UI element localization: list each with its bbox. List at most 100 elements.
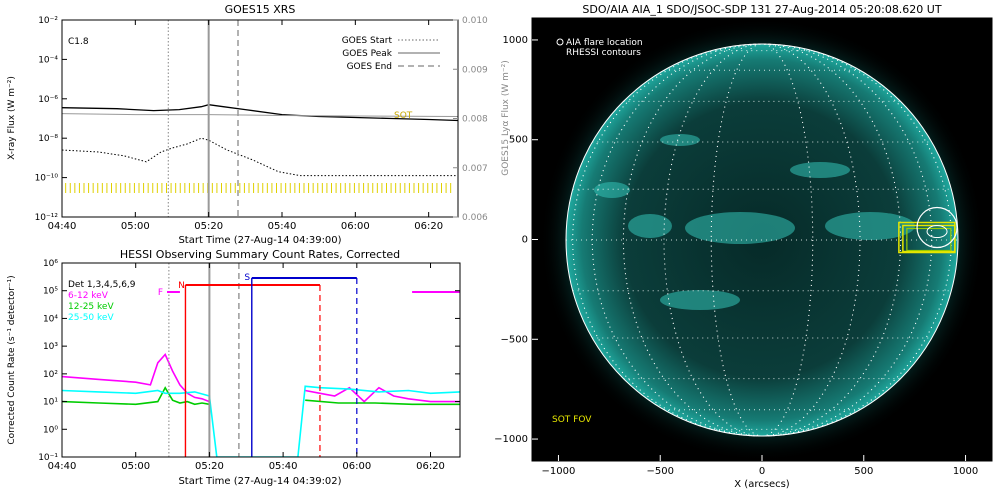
goes-y2-tick-label: 0.008 bbox=[462, 115, 488, 125]
hessi-y-tick-label: 10⁰ bbox=[43, 425, 58, 435]
longitude-line bbox=[663, 43, 861, 437]
hessi-y-tick-label: 10⁴ bbox=[43, 314, 58, 324]
goes-series-short bbox=[62, 137, 458, 177]
flare-location-circle bbox=[916, 206, 958, 249]
hessi-x-tick-label: 06:00 bbox=[342, 461, 371, 472]
goes-y2-tick-label: 0.006 bbox=[462, 213, 488, 223]
hessi-series-line bbox=[305, 386, 460, 403]
aia-panel: SDO/AIA AIA_1 SDO/JSOC-SDP 131 27-Aug-20… bbox=[494, 3, 993, 490]
hessi-y-tick-label: 10⁶ bbox=[43, 259, 58, 269]
hessi-title: HESSI Observing Summary Count Rates, Cor… bbox=[120, 248, 400, 261]
hessi-legend-label: 6-12 keV bbox=[68, 291, 109, 301]
solar-limb bbox=[565, 43, 959, 437]
aia-legend-rhessi: RHESSI contours bbox=[566, 48, 641, 58]
hessi-series-line bbox=[62, 385, 460, 457]
longitude-line bbox=[591, 43, 933, 437]
sot-fov-box bbox=[902, 224, 956, 253]
active-regions bbox=[594, 134, 915, 310]
hessi-x-ticks: 04:40 05:00 05:20 05:40 06:00 06:20 bbox=[48, 263, 445, 472]
goes-x-tick-label: 05:00 bbox=[121, 221, 150, 232]
hessi-y-ticks: 10⁶ 10⁵ 10⁴ 10³ 10² 10¹ 10⁰ 10⁻¹ bbox=[38, 259, 460, 463]
flag-f-label: F bbox=[158, 288, 163, 298]
hessi-x-tick-label: 05:20 bbox=[195, 461, 224, 472]
hessi-y-tick-label: 10² bbox=[43, 370, 58, 380]
goes-series-lya bbox=[62, 113, 458, 117]
aia-x-tick-label: 0 bbox=[759, 466, 765, 477]
aia-y-tick-label: 1000 bbox=[503, 35, 528, 46]
goes-y-tick-label: 10⁻¹² bbox=[35, 213, 59, 223]
hessi-series bbox=[62, 353, 460, 457]
sot-fov-label: SOT FOV bbox=[552, 415, 592, 425]
hessi-y-tick-label: 10³ bbox=[43, 342, 58, 352]
aia-y-tick-label: 500 bbox=[509, 135, 528, 146]
goes-class-label: C1.8 bbox=[68, 37, 89, 47]
goes-x-tick-label: 05:20 bbox=[194, 221, 223, 232]
goes-y2-label: GOES15 Lyα Flux (W m⁻²) bbox=[501, 60, 511, 176]
sot-ticks bbox=[65, 183, 452, 193]
aia-legend: AIA flare location RHESSI contours bbox=[556, 38, 643, 58]
flag-s-label: S bbox=[244, 273, 250, 283]
goes-x-tick-label: 06:00 bbox=[341, 221, 370, 232]
aia-y-ticks: 1000 500 0 −500 −1000 bbox=[494, 35, 538, 445]
hessi-series-line bbox=[62, 353, 210, 403]
goes-y-tick-label: 10⁻⁴ bbox=[38, 55, 58, 65]
goes-title: GOES15 XRS bbox=[225, 3, 296, 16]
hessi-y-tick-label: 10¹ bbox=[43, 398, 58, 408]
aia-overlays bbox=[898, 206, 958, 254]
flare-location-legend-icon bbox=[556, 38, 564, 46]
goes-series-long bbox=[62, 104, 458, 122]
goes-x-tick-label: 06:20 bbox=[414, 221, 443, 232]
goes-y-tick-label: 10⁻¹⁰ bbox=[35, 174, 59, 184]
goes-legend: GOES Start GOES Peak GOES End bbox=[342, 36, 440, 72]
goes-y2-tick-label: 0.010 bbox=[462, 16, 488, 26]
hessi-x-label: Start Time (27-Aug-14 04:39:02) bbox=[178, 476, 341, 487]
aia-title: SDO/AIA AIA_1 SDO/JSOC-SDP 131 27-Aug-20… bbox=[582, 3, 941, 16]
goes-xrs-panel: GOES15 XRS 04:40 05:00 05:20 05:40 06:00 06:2… bbox=[7, 3, 511, 246]
hessi-x-tick-label: 04:40 bbox=[48, 461, 77, 472]
goes-y-tick-label: 10⁻⁶ bbox=[38, 95, 58, 105]
goes-y-tick-label: 10⁻⁸ bbox=[38, 134, 58, 144]
hessi-flags: N S F bbox=[158, 263, 460, 457]
hessi-x-tick-label: 05:00 bbox=[121, 461, 150, 472]
hessi-y-label: Corrected Count Rate (s⁻¹ detector⁻¹) bbox=[7, 275, 17, 444]
aia-y-tick-label: −500 bbox=[501, 334, 528, 345]
aia-x-tick-label: −1000 bbox=[542, 466, 576, 477]
goes-time-markers bbox=[167, 20, 239, 217]
aia-legend-flare: AIA flare location bbox=[566, 38, 643, 48]
goes-y2-ticks: 0.010 0.009 0.008 0.007 0.006 bbox=[453, 16, 488, 223]
aia-x-tick-label: 500 bbox=[854, 466, 873, 477]
hessi-y-tick-label: 10⁵ bbox=[43, 287, 58, 297]
goes-y2-tick-label: 0.009 bbox=[462, 65, 488, 75]
rhessi-contour bbox=[926, 225, 948, 239]
hessi-series-line bbox=[62, 386, 210, 406]
aia-y-tick-label: 0 bbox=[522, 235, 528, 246]
aia-y-tick-label: −1000 bbox=[494, 434, 528, 445]
hessi-x-tick-label: 06:20 bbox=[416, 461, 445, 472]
goes-series bbox=[62, 104, 458, 177]
goes-y-ticks: 10⁻² 10⁻⁴ 10⁻⁶ 10⁻⁸ 10⁻¹⁰ 10⁻¹² bbox=[35, 16, 67, 223]
goes-y2-tick-label: 0.007 bbox=[462, 164, 488, 174]
aia-x-tick-label: 1000 bbox=[953, 466, 978, 477]
aia-x-tick-label: −500 bbox=[646, 466, 673, 477]
hessi-legend-label: 12-25 keV bbox=[68, 302, 114, 312]
goes-legend-label: GOES End bbox=[347, 62, 392, 72]
aia-x-label: X (arcsecs) bbox=[734, 479, 790, 490]
sot-label: SOT bbox=[394, 111, 413, 121]
flag-n-label: N bbox=[178, 281, 185, 291]
hessi-x-tick-label: 05:40 bbox=[269, 461, 298, 472]
goes-x-tick-label: 05:40 bbox=[268, 221, 297, 232]
hessi-y-tick-label: 10⁻¹ bbox=[38, 453, 58, 463]
hessi-panel: HESSI Observing Summary Count Rates, Cor… bbox=[7, 248, 461, 487]
goes-x-ticks: 04:40 05:00 05:20 05:40 06:00 06:20 bbox=[48, 20, 443, 232]
goes-x-tick-label: 04:40 bbox=[48, 221, 77, 232]
goes-y-label: X-ray Flux (W m⁻²) bbox=[7, 76, 17, 160]
goes-y-tick-label: 10⁻² bbox=[38, 16, 58, 26]
goes-legend-label: GOES Start bbox=[342, 36, 393, 46]
hessi-plot-frame bbox=[61, 262, 461, 458]
hessi-legend-label: Det 1,3,4,5,6,9 bbox=[68, 280, 136, 290]
hessi-series-line bbox=[305, 399, 460, 406]
aia-x-ticks: −1000 −500 0 500 1000 bbox=[542, 455, 978, 477]
hessi-legend-label: 25-50 keV bbox=[68, 313, 114, 323]
